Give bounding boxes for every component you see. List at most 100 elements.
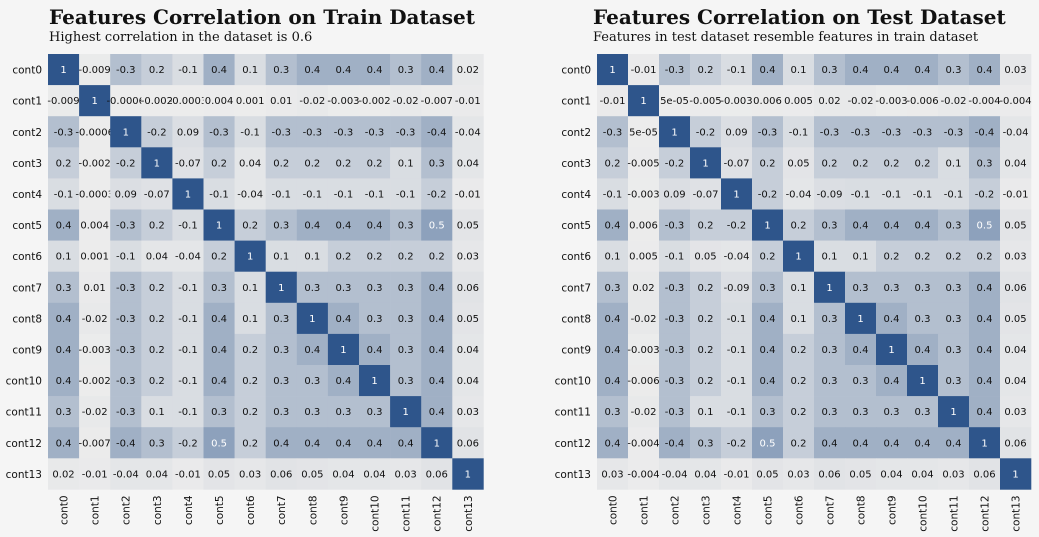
y-tick-label: cont0 <box>12 65 42 77</box>
heatmap-cell <box>845 178 877 210</box>
heatmap-cell <box>690 85 722 117</box>
cell-value-label: -0.2 <box>758 189 778 200</box>
x-tick-label: cont9 <box>887 495 899 525</box>
heatmap-cell <box>628 54 660 86</box>
heatmap-cell <box>628 427 660 459</box>
heatmap-cell <box>752 147 784 179</box>
cell-value-label: 0.1 <box>242 314 258 325</box>
heatmap-cell <box>172 333 204 366</box>
heatmap-cell <box>1000 396 1032 428</box>
cell-value-label: 0.3 <box>398 345 414 356</box>
heatmap-cell <box>452 427 484 459</box>
heatmap-cell <box>814 333 846 366</box>
cell-value-label: -0.002 <box>79 376 111 387</box>
heatmap-cell <box>938 333 970 366</box>
heatmap-cell <box>938 396 970 428</box>
cell-value-label: 0.05 <box>457 314 479 325</box>
heatmap-cell <box>359 209 391 241</box>
heatmap-cell <box>48 240 80 272</box>
cell-value-label: 0.2 <box>760 252 776 263</box>
heatmap-cell <box>359 116 391 148</box>
heatmap-cell <box>814 396 846 428</box>
cell-value-label: -0.1 <box>178 376 198 387</box>
cell-value-label: 0.05 <box>787 158 809 169</box>
heatmap-cell <box>421 178 453 210</box>
cell-value-label: 0.006 <box>629 221 658 232</box>
x-tick-label: cont1 <box>639 495 651 525</box>
cell-value-label: -0.02 <box>941 96 967 107</box>
heatmap-cell <box>969 147 1001 179</box>
cell-value-label: -0.1 <box>209 189 229 200</box>
cell-value-label: 0.3 <box>398 65 414 76</box>
heatmap-cell <box>721 396 753 428</box>
heatmap-cell <box>783 427 815 459</box>
cell-value-label: 1 <box>154 158 160 169</box>
cell-value-label: -0.01 <box>455 96 481 107</box>
heatmap-cell <box>234 85 266 117</box>
cell-value-label: 0.3 <box>398 283 414 294</box>
cell-value-label: -0.3 <box>116 345 136 356</box>
y-tick-label: cont9 <box>12 344 42 356</box>
cell-value-label: 1 <box>309 314 315 325</box>
heatmap-cell <box>1000 147 1032 179</box>
cell-value-label: 1 <box>857 314 863 325</box>
heatmap-cell <box>390 365 422 397</box>
cell-value-label: 0.3 <box>367 407 383 418</box>
heatmap-cell <box>265 85 298 117</box>
cell-value-label: -0.01 <box>455 189 481 200</box>
heatmap-cell <box>721 458 753 490</box>
cell-value-label: 0.4 <box>367 438 383 449</box>
heatmap-cell <box>690 54 722 86</box>
cell-value-label: -0.3 <box>116 65 136 76</box>
heatmap-cell <box>359 396 391 428</box>
y-tick-label: cont3 <box>12 158 42 170</box>
heatmap-cell <box>690 271 722 304</box>
heatmap-cell <box>969 365 1001 397</box>
heatmap-cell <box>327 178 360 210</box>
cell-value-label: -0.3 <box>758 127 778 138</box>
heatmap-cell <box>876 333 908 366</box>
y-tick-label: cont3 <box>561 158 591 170</box>
cell-value-label: -0.002 <box>141 96 173 107</box>
cell-value-label: 0.03 <box>239 469 261 480</box>
heatmap-cell <box>265 396 298 428</box>
heatmap-cell <box>390 458 422 490</box>
heatmap-cell <box>203 333 235 366</box>
heatmap-cell <box>172 302 204 335</box>
heatmap-cell <box>659 396 691 428</box>
cell-value-label: 0.3 <box>56 283 72 294</box>
heatmap-cell <box>265 271 298 304</box>
cell-value-label: 0.3 <box>946 221 962 232</box>
heatmap-cell <box>876 458 908 490</box>
heatmap-cell <box>814 178 846 210</box>
cell-value-label: -0.01 <box>724 469 750 480</box>
heatmap-cell <box>172 427 204 459</box>
cell-value-label: -0.009 <box>47 96 79 107</box>
heatmap-cell <box>783 116 815 148</box>
heatmap-cell <box>907 240 939 272</box>
heatmap-cell <box>234 178 266 210</box>
cell-value-label: 0.2 <box>335 252 351 263</box>
heatmap-cell <box>597 178 629 210</box>
heatmap-cell <box>452 365 484 397</box>
heatmap-cell <box>421 54 453 86</box>
cell-value-label: 0.01 <box>270 96 292 107</box>
cell-value-label: 0.02 <box>632 283 654 294</box>
cell-value-label: -0.1 <box>365 189 385 200</box>
cell-value-label: 0.2 <box>791 407 807 418</box>
heatmap-cell <box>659 209 691 241</box>
cell-value-label: 0.4 <box>304 345 320 356</box>
heatmap-cell <box>752 85 784 117</box>
heatmap-cell <box>79 365 111 397</box>
cell-value-label: -0.1 <box>603 189 623 200</box>
cell-value-label: -0.2 <box>727 221 747 232</box>
cell-value-label: -0.04 <box>662 469 688 480</box>
cell-value-label: 0.4 <box>211 376 227 387</box>
heatmap-cell <box>390 85 422 117</box>
cell-value-label: 0.4 <box>977 376 993 387</box>
cell-value-label: 0.3 <box>398 376 414 387</box>
heatmap-cell <box>203 427 235 459</box>
y-tick-label: cont5 <box>561 220 591 232</box>
cell-value-label: 0.4 <box>429 283 445 294</box>
cell-value-label: -0.3 <box>116 376 136 387</box>
